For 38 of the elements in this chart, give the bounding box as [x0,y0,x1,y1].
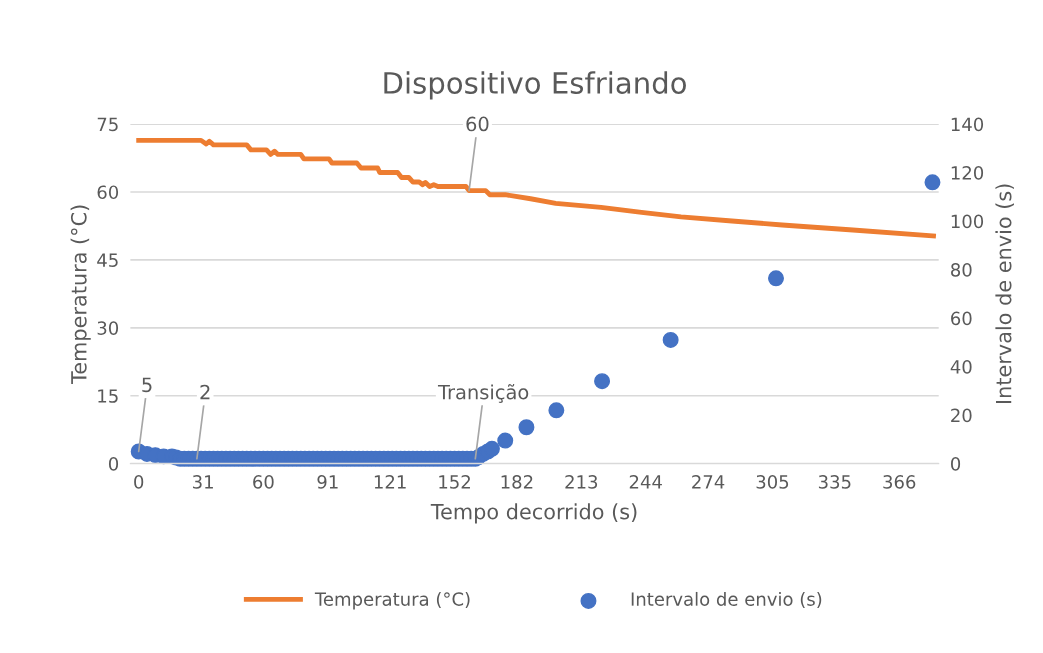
y-tick-label: 45 [97,253,118,268]
data-label: 60 [466,116,489,132]
x-tick-label: 91 [317,475,338,489]
line-series [136,137,936,239]
y2-tick-label: 100 [951,214,984,229]
y-axis-title: Temperatura (°C) [70,205,91,385]
legend-label: Intervalo de envio (s) [631,591,822,609]
y2-tick-label: 0 [951,457,961,471]
x-tick-label: 244 [629,475,662,489]
y2-tick-label: 140 [951,117,984,132]
x-tick-label: 182 [501,475,533,489]
y2-axis-title: Intervalo de envio (s) [995,184,1014,404]
x-tick-label: 274 [692,475,725,489]
x-axis-title: Tempo decorrido (s) [430,503,637,524]
x-tick-label: 60 [253,475,274,489]
y2-tick-label: 120 [951,166,984,180]
y2-tick-label: 20 [951,408,972,423]
y-tick-label: 75 [97,117,118,132]
y2-tick-label: 60 [951,311,972,326]
chart-title: Dispositivo Esfriando [384,71,686,100]
x-tick-label: 366 [883,475,916,489]
y-tick-label: 0 [108,457,119,471]
x-tick-label: 121 [374,475,406,489]
x-tick-label: 335 [818,475,851,489]
data-label: Transição [437,384,529,403]
legend-label: Temperatura (°C) [314,591,470,610]
y2-tick-label: 40 [950,360,972,374]
y-tick-label: 30 [97,321,119,335]
x-tick-label: 31 [192,475,213,489]
y-tick-label: 15 [98,389,118,403]
y-tick-label: 60 [97,185,119,200]
data-label: 5 [142,377,152,393]
x-tick-label: 0 [134,475,144,489]
x-tick-label: 213 [565,475,598,489]
x-tick-label: 305 [756,475,789,489]
y2-tick-label: 80 [951,263,972,277]
data-label: 2 [200,384,210,400]
x-tick-label: 152 [439,475,470,489]
